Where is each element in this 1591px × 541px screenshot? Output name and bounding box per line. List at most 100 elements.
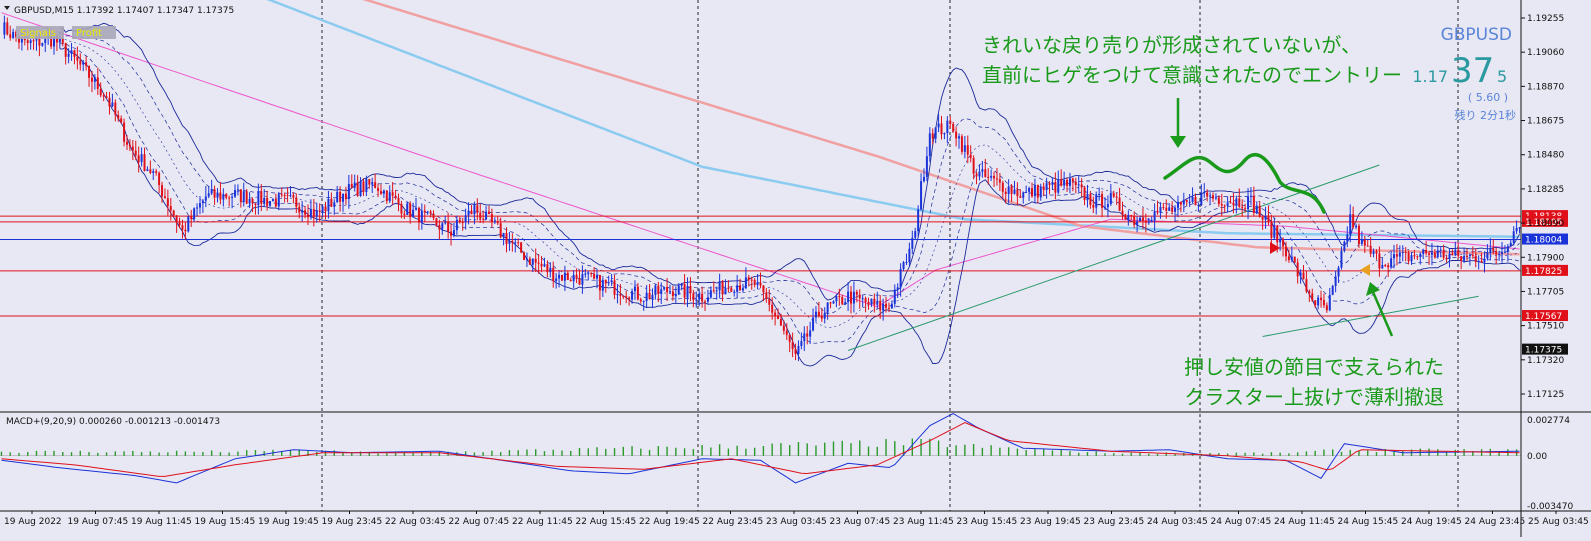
candle-body [1136,221,1139,225]
candle-body [505,233,508,244]
candle-body [487,211,490,215]
candle-body [867,301,870,305]
candle-body [791,342,794,349]
level-tag-label: 1.18105 [1525,218,1562,228]
candle-body [1346,234,1349,242]
candle-body [464,215,467,223]
candle-body [187,216,190,232]
candle-body [537,262,540,264]
signals-label: Signals [20,28,56,39]
candle-body [6,22,9,35]
candle-body [280,194,283,196]
annotation-top-line2: 直前にヒゲをつけて意識されたのでエントリー [982,63,1402,87]
candle-body [330,198,333,207]
candle-body [58,38,61,43]
candle-body [1355,225,1358,228]
profit-button[interactable]: Profit [72,26,116,39]
candle-body [32,40,35,42]
candle-body [1325,305,1328,311]
x-tick-label: 23 Aug 19:45 [1020,517,1081,527]
candle-body [161,185,164,197]
ticker-spread: ( 5.60 ) [1468,91,1508,104]
candle-body [1200,192,1203,206]
signals-button[interactable]: Signals [16,26,64,39]
y-tick-label: 1.17510 [1527,322,1564,332]
candle-body [295,197,298,207]
candle-body [163,196,166,199]
candle-body [514,242,517,244]
x-tick-label: 24 Aug 19:45 [1401,517,1462,527]
candle-body [593,274,596,279]
horizontal-levels: 1.181381.181051.180041.178251.175671.173… [0,210,1568,356]
candle-body [485,211,488,220]
candle-body [231,196,234,198]
candle-body [193,208,196,220]
candle-body [1471,254,1474,256]
candle-body [1217,197,1220,204]
candle-body [540,263,543,267]
annotation-marks [1163,98,1394,337]
entry-arrow-icon [1270,242,1280,254]
candle-body [598,275,601,291]
x-tick-label: 24 Aug 11:45 [1274,517,1335,527]
candle-body [1153,211,1156,221]
candle-body [1290,256,1293,260]
candle-body [1395,254,1398,257]
candle-body [800,341,803,346]
candle-body [362,181,365,192]
candle-body [1284,246,1287,257]
candle-body [155,171,158,173]
candle-body [324,206,327,212]
candle-body [452,230,455,236]
candle-body [525,258,528,260]
x-tick-label: 22 Aug 07:45 [449,517,510,527]
candle-body [803,333,806,342]
candle-body [704,301,707,303]
candles [3,15,1521,362]
candle-body [639,299,642,302]
candle-body [1264,215,1267,220]
candle-body [832,301,835,304]
candle-body [1337,267,1340,277]
candle-body [852,291,855,304]
candle-body [890,303,893,309]
candle-body [169,206,172,211]
candle-body [371,182,374,185]
candle-body [911,237,914,249]
candle-body [616,294,619,296]
trendline [847,164,1380,351]
candle-body [995,178,998,180]
candle-body [806,333,809,337]
candle-body [304,210,307,215]
candle-body [67,53,70,57]
candle-body [397,198,400,204]
candle-body [922,176,925,182]
candle-body [108,97,111,107]
profit-label: Profit [76,28,102,39]
candle-body [1185,199,1188,202]
candle-body [1223,205,1226,207]
candle-body [1425,250,1428,254]
candle-body [864,298,867,302]
candle-body [1048,183,1051,185]
candle-body [327,198,330,212]
candle-body [1363,240,1366,246]
candle-body [490,214,493,223]
candle-body [467,210,470,216]
candle-body [1422,250,1425,254]
candle-body [1463,255,1466,261]
candle-body [1512,231,1515,243]
candle-body [925,156,928,177]
candle-body [190,216,193,220]
candle-body [76,56,79,61]
candle-body [622,295,625,297]
x-tick-label: 24 Aug 07:45 [1211,517,1272,527]
candle-body [379,191,382,194]
candle-body [1506,246,1509,252]
candle-body [555,278,558,281]
candle-body [584,273,587,275]
y-tick-label: 1.18870 [1527,82,1564,92]
candle-body [1518,227,1521,229]
macd-tick-label: 0.002774 [1527,416,1570,426]
